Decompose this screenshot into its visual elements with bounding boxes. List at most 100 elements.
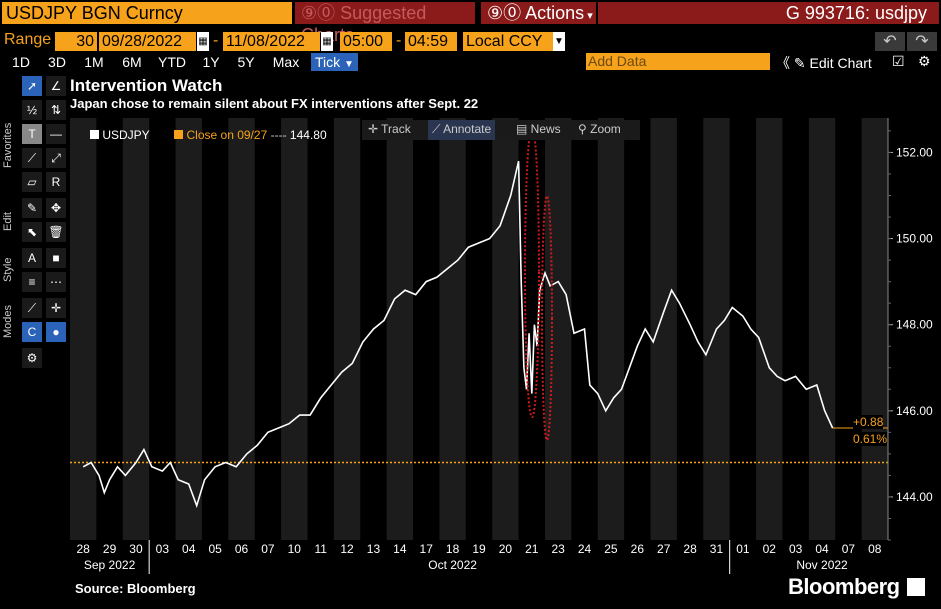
x-month-label: Oct 2022 <box>428 558 477 572</box>
x-tick-label: 25 <box>604 542 618 556</box>
news-button[interactable]: ▤ News <box>516 122 561 136</box>
period-ytd[interactable]: YTD <box>158 54 186 70</box>
day-band <box>175 118 202 540</box>
day-band <box>756 118 783 540</box>
track-label: Track <box>381 122 411 136</box>
gear-icon[interactable]: ⚙ <box>918 53 931 69</box>
day-band <box>544 118 572 540</box>
date-separator: - <box>213 32 219 49</box>
add-data-field[interactable]: Add Data <box>586 53 770 70</box>
regression-tool-icon[interactable]: R <box>46 172 66 192</box>
x-tick-label: 28 <box>683 542 697 556</box>
y-tick-label: 152.00 <box>896 145 933 159</box>
x-tick-label: 03 <box>789 542 803 556</box>
ticker-field[interactable]: USDJPY BGN Curncy <box>2 2 292 24</box>
ray-tool-icon[interactable]: ⤢ <box>46 148 66 168</box>
news-icon: ▤ <box>516 122 531 136</box>
zoom-button[interactable]: ⚲ Zoom <box>578 122 621 136</box>
day-band <box>492 118 519 540</box>
fib-tool-icon[interactable]: ⇅ <box>46 100 66 120</box>
palette-icon[interactable]: ● <box>46 322 66 342</box>
color-fill-icon[interactable]: ■ <box>46 248 66 268</box>
font-icon[interactable]: A <box>22 248 42 268</box>
hline-tool-icon[interactable]: — <box>46 124 66 144</box>
period-field[interactable]: 30 <box>55 32 97 51</box>
x-tick-label: 17 <box>420 542 434 556</box>
channel-tool-icon[interactable]: ▱ <box>22 172 42 192</box>
x-tick-label: 24 <box>578 542 592 556</box>
annotate-label: Annotate <box>443 122 492 136</box>
y-axis: 144.00 146.00 148.00 150.00 152.00 <box>887 118 933 541</box>
day-band <box>70 118 97 540</box>
undo-icon[interactable]: ↶ <box>875 32 905 51</box>
legend-swatch-usdjpy <box>90 130 99 139</box>
period-max[interactable]: Max <box>272 54 300 70</box>
snap-icon[interactable]: ✛ <box>46 298 66 318</box>
start-date-field[interactable]: 09/28/2022 <box>99 32 196 51</box>
period-3d[interactable]: 3D <box>48 54 66 70</box>
edit-chart-button[interactable]: 《 ✎ Edit Chart <box>776 53 886 73</box>
x-tick-label: 05 <box>208 542 222 556</box>
chevron-down-icon: ▼ <box>344 59 354 70</box>
period-6m[interactable]: 6M <box>122 54 142 70</box>
chart-tools-bar: ✛ Track ⟋ Annotate ▤ News ⚲ Zoom <box>362 120 640 140</box>
tick-select[interactable]: Tick ▼ <box>311 53 358 71</box>
legend-series-usdjpy[interactable]: USDJPY <box>102 128 150 142</box>
actions-icon: ⑨⓪ <box>487 3 526 23</box>
calendar-icon[interactable]: ▦ <box>197 32 209 51</box>
end-date-field[interactable]: 11/08/2022 <box>223 32 320 51</box>
y-tick-label: 150.00 <box>896 232 933 246</box>
zoom-label: Zoom <box>590 122 621 136</box>
line-tool-icon[interactable]: ∠ <box>46 76 66 96</box>
text-tool-icon[interactable]: T <box>22 124 42 144</box>
tick-label: Tick <box>315 54 341 70</box>
line-style-icon[interactable]: ⋯ <box>46 272 66 292</box>
period-1y[interactable]: 1Y <box>202 54 220 70</box>
intervention-ellipse-2 <box>541 195 553 441</box>
currency-select[interactable]: Local CCY <box>463 32 553 51</box>
chevron-down-icon: ▾ <box>584 10 593 22</box>
logo-text: Bloomberg <box>788 574 900 599</box>
crosshair-icon[interactable]: ⟋ <box>22 298 42 318</box>
source-note: Source: Bloomberg <box>75 581 196 596</box>
gear-icon[interactable]: ⚙ <box>22 348 42 368</box>
x-tick-label: 02 <box>763 542 777 556</box>
chart-settings-icon[interactable]: ☑ <box>892 53 905 69</box>
track-button[interactable]: ✛ Track <box>368 122 411 136</box>
chevron-down-icon[interactable]: ▼ <box>553 32 565 51</box>
x-month-label: Sep 2022 <box>84 558 136 572</box>
day-band <box>122 118 150 540</box>
annotate-button[interactable]: ⟋ Annotate <box>428 120 496 140</box>
x-tick-label: 19 <box>472 542 486 556</box>
end-time-field[interactable]: 04:59 <box>405 32 457 51</box>
pointer-icon[interactable]: ➚ <box>22 76 42 96</box>
percent-tool-icon[interactable]: ½ <box>22 100 42 120</box>
day-band <box>861 118 888 540</box>
magnet-icon[interactable]: C <box>22 322 42 342</box>
pencil-icon[interactable]: ✎ <box>22 198 42 218</box>
trend-tool-icon[interactable]: ⟋ <box>22 148 42 168</box>
actions-button[interactable]: ⑨⓪ Actions ▾ <box>481 2 596 24</box>
period-1m[interactable]: 1M <box>84 54 104 70</box>
trash-icon[interactable]: 🗑 <box>46 222 66 242</box>
day-band <box>333 118 361 540</box>
last-pct-tag: 0.61% <box>853 432 888 446</box>
line-weight-icon[interactable]: ≡ <box>22 272 42 292</box>
move-icon[interactable]: ✥ <box>46 198 66 218</box>
period-5y[interactable]: 5Y <box>237 54 255 70</box>
period-1d[interactable]: 1D <box>12 54 30 70</box>
calendar-icon[interactable]: ▦ <box>321 32 333 51</box>
legend-close-label[interactable]: Close on 09/27 <box>186 128 268 142</box>
x-tick-label: 23 <box>551 542 565 556</box>
select-icon[interactable]: ⬉ <box>22 222 42 242</box>
chart-subtitle: Japan chose to remain silent about FX in… <box>70 96 479 111</box>
start-time-field[interactable]: 05:00 <box>340 32 392 51</box>
x-tick-label: 10 <box>288 542 302 556</box>
redo-icon[interactable]: ↷ <box>907 32 937 51</box>
day-band <box>808 118 836 540</box>
chart-legend: USDJPY Close on 09/27 ---- 144.80 <box>90 128 327 142</box>
day-band <box>650 118 677 540</box>
x-tick-label: 21 <box>525 542 539 556</box>
x-tick-label: 18 <box>446 542 460 556</box>
